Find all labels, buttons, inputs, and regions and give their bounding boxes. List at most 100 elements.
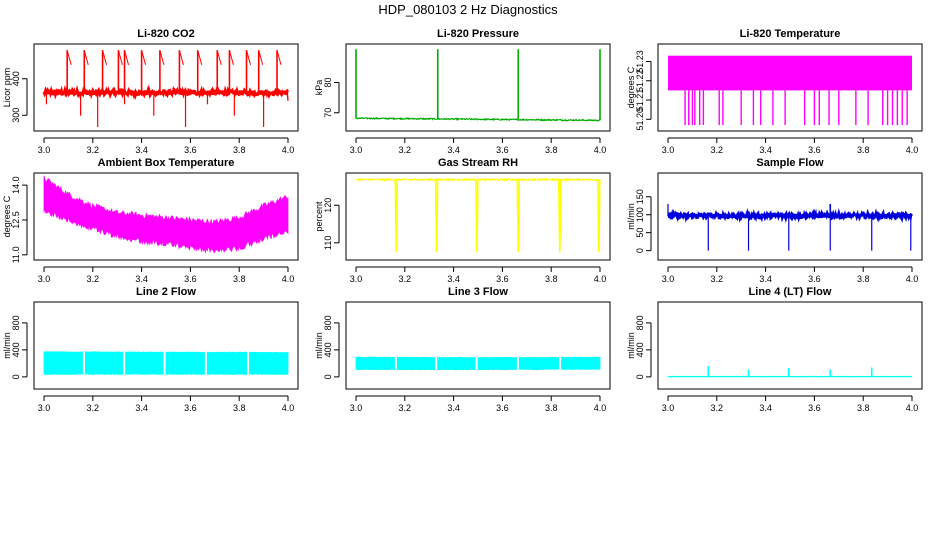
- x-tick-label: 3.0: [662, 274, 675, 284]
- x-tick-label: 3.6: [808, 403, 821, 413]
- y-tick-label: 800: [323, 315, 333, 330]
- y-tick-label: 14.0: [11, 176, 21, 194]
- series-line: [667, 208, 914, 224]
- x-tick-label: 3.0: [350, 274, 363, 284]
- x-tick-label: 3.4: [759, 145, 772, 155]
- x-tick-label: 4.0: [282, 145, 295, 155]
- plot-frame: [33, 301, 299, 390]
- series-dip: [434, 179, 439, 253]
- x-tick-label: 4.0: [594, 274, 607, 284]
- x-tick-label: 3.6: [496, 145, 509, 155]
- x-tick-label: 3.8: [545, 274, 558, 284]
- x-tick-label: 3.6: [496, 274, 509, 284]
- series-spike-tail: [276, 50, 282, 65]
- chart-series: [43, 175, 289, 254]
- series-band-segment: [249, 351, 289, 375]
- series-spike-tail: [159, 50, 165, 65]
- series-band-segment: [561, 356, 601, 370]
- x-tick-label: 3.8: [545, 403, 558, 413]
- series-band-segment: [206, 351, 248, 375]
- x-tick-label: 3.8: [233, 274, 246, 284]
- x-tick-label: 3.6: [808, 274, 821, 284]
- series-spike-tail: [197, 50, 203, 65]
- x-axis: 3.0 3.2 3.4 3.6 3.8 4.0: [38, 395, 294, 413]
- series-spike-tail: [216, 50, 222, 65]
- x-tick-label: 3.0: [38, 145, 51, 155]
- x-tick-label: 3.0: [350, 403, 363, 413]
- x-tick-label: 3.0: [350, 145, 363, 155]
- plot-frame: [345, 172, 611, 261]
- y-tick-label: 0: [635, 248, 645, 253]
- y-tick-label: 800: [635, 315, 645, 330]
- x-tick-label: 3.8: [233, 145, 246, 155]
- series-band-segment: [396, 356, 436, 371]
- series-dip: [394, 179, 399, 253]
- chart-panel-6: Sample Flow 3.0 3.2 3.4 3.6 3.8 4.0 0 50 100 150ml…: [626, 157, 923, 284]
- series-band: [668, 55, 912, 91]
- chart-series: [667, 203, 914, 251]
- chart-title: Li-820 Pressure: [437, 28, 519, 40]
- chart-panel-1: Li-820 CO2 3.0 3.2 3.4 3.6 3.8 4.0 300 400Licor …: [2, 28, 299, 155]
- x-axis: 3.0 3.2 3.4 3.6 3.8 4.0: [38, 266, 295, 284]
- x-tick-label: 3.0: [662, 145, 675, 155]
- x-tick-label: 3.8: [545, 145, 558, 155]
- x-tick-label: 3.0: [38, 403, 51, 413]
- chart-series: [355, 49, 601, 122]
- chart-title: Li-820 CO2: [137, 28, 194, 40]
- y-axis: 300 400: [11, 71, 28, 123]
- chart-title: Line 4 (LT) Flow: [749, 286, 832, 298]
- x-tick-label: 3.4: [135, 145, 148, 155]
- x-tick-label: 4.0: [594, 145, 607, 155]
- series-band-segment: [355, 356, 395, 371]
- series-band-segment: [43, 351, 83, 375]
- y-tick-label: 11.0: [11, 246, 21, 263]
- series-dip: [557, 179, 562, 253]
- y-axis-label: percent: [314, 201, 324, 232]
- chart-title: Sample Flow: [756, 157, 824, 169]
- x-tick-label: 3.0: [38, 274, 51, 284]
- y-tick-label: 0: [11, 374, 21, 379]
- chart-series: [667, 366, 913, 378]
- chart-panel-4: Ambient Box Temperature 3.0 3.2 3.4 3.6 3.8 4.…: [2, 157, 299, 284]
- x-tick-label: 3.0: [662, 403, 675, 413]
- x-tick-label: 3.4: [447, 145, 460, 155]
- y-axis-label: kPa: [314, 80, 324, 96]
- series-dip: [597, 179, 601, 253]
- y-tick-label: 50: [635, 228, 645, 238]
- series-spike-tail: [117, 50, 123, 65]
- y-axis-label: ml/min: [626, 203, 636, 230]
- y-axis-label: ml/min: [314, 332, 324, 359]
- y-axis: 70 80: [323, 77, 340, 118]
- x-tick-label: 3.2: [711, 274, 724, 284]
- x-axis: 3.0 3.2 3.4 3.6 3.8 4.0: [38, 137, 295, 155]
- chart-series: [43, 351, 289, 376]
- x-tick-label: 3.8: [857, 274, 870, 284]
- series-band-segment: [43, 175, 289, 254]
- plot-frame: [345, 43, 611, 132]
- x-axis: 3.0 3.2 3.4 3.6 3.8 4.0: [662, 266, 918, 284]
- x-tick-label: 4.0: [282, 274, 295, 284]
- series-spike-tail: [66, 50, 72, 65]
- x-tick-label: 3.8: [233, 403, 246, 413]
- series-spike-tail: [83, 50, 89, 65]
- y-tick-label: 400: [11, 71, 21, 86]
- x-tick-label: 3.2: [399, 403, 412, 413]
- y-tick-label: 150: [635, 189, 645, 204]
- series-line: [355, 116, 601, 122]
- y-tick-label: 0: [323, 374, 333, 379]
- y-axis: 0 50 100 150: [635, 189, 652, 253]
- x-tick-label: 3.6: [184, 403, 197, 413]
- x-tick-label: 3.2: [87, 403, 100, 413]
- series-dip: [516, 179, 521, 253]
- series-spike-tail: [141, 50, 147, 65]
- chart-panel-9: Line 4 (LT) Flow 3.0 3.2 3.4 3.6 3.8 4.0 0 400 80…: [626, 286, 923, 413]
- y-axis: 0 400 800: [635, 315, 652, 379]
- series-end-drop: [286, 92, 289, 101]
- x-tick-label: 4.0: [906, 403, 919, 413]
- series-band-segment: [477, 356, 517, 371]
- y-tick-label: 110: [323, 236, 333, 250]
- series-spike-tail: [246, 50, 252, 65]
- y-axis: 0 400 800: [11, 315, 28, 379]
- chart-title: Ambient Box Temperature: [98, 157, 235, 169]
